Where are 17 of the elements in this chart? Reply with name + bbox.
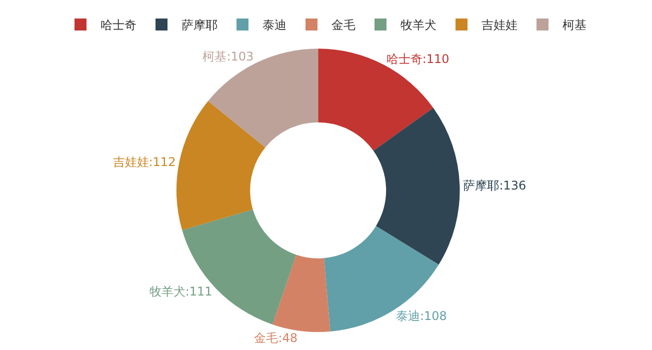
legend-label: 金毛 [332,18,356,32]
data-label: 牧羊犬:111 [149,284,212,299]
donut-slice [373,108,460,265]
legend-label: 泰迪 [262,18,286,32]
legend-label: 柯基 [562,18,586,32]
data-label: 哈士奇:110 [386,52,450,66]
data-label: 柯基:103 [202,50,254,64]
legend-label: 吉娃娃 [482,18,518,32]
legend-label: 牧羊犬 [400,18,436,32]
data-label: 金毛:48 [254,330,298,345]
legend-label: 哈士奇 [100,18,136,32]
data-label: 吉娃娃:112 [112,155,176,170]
data-label: 泰迪:108 [396,309,447,324]
donut-slice [272,254,330,332]
legend-label: 萨摩耶 [182,18,218,32]
donut-slice [176,101,266,230]
data-label: 萨摩耶:136 [463,178,526,192]
